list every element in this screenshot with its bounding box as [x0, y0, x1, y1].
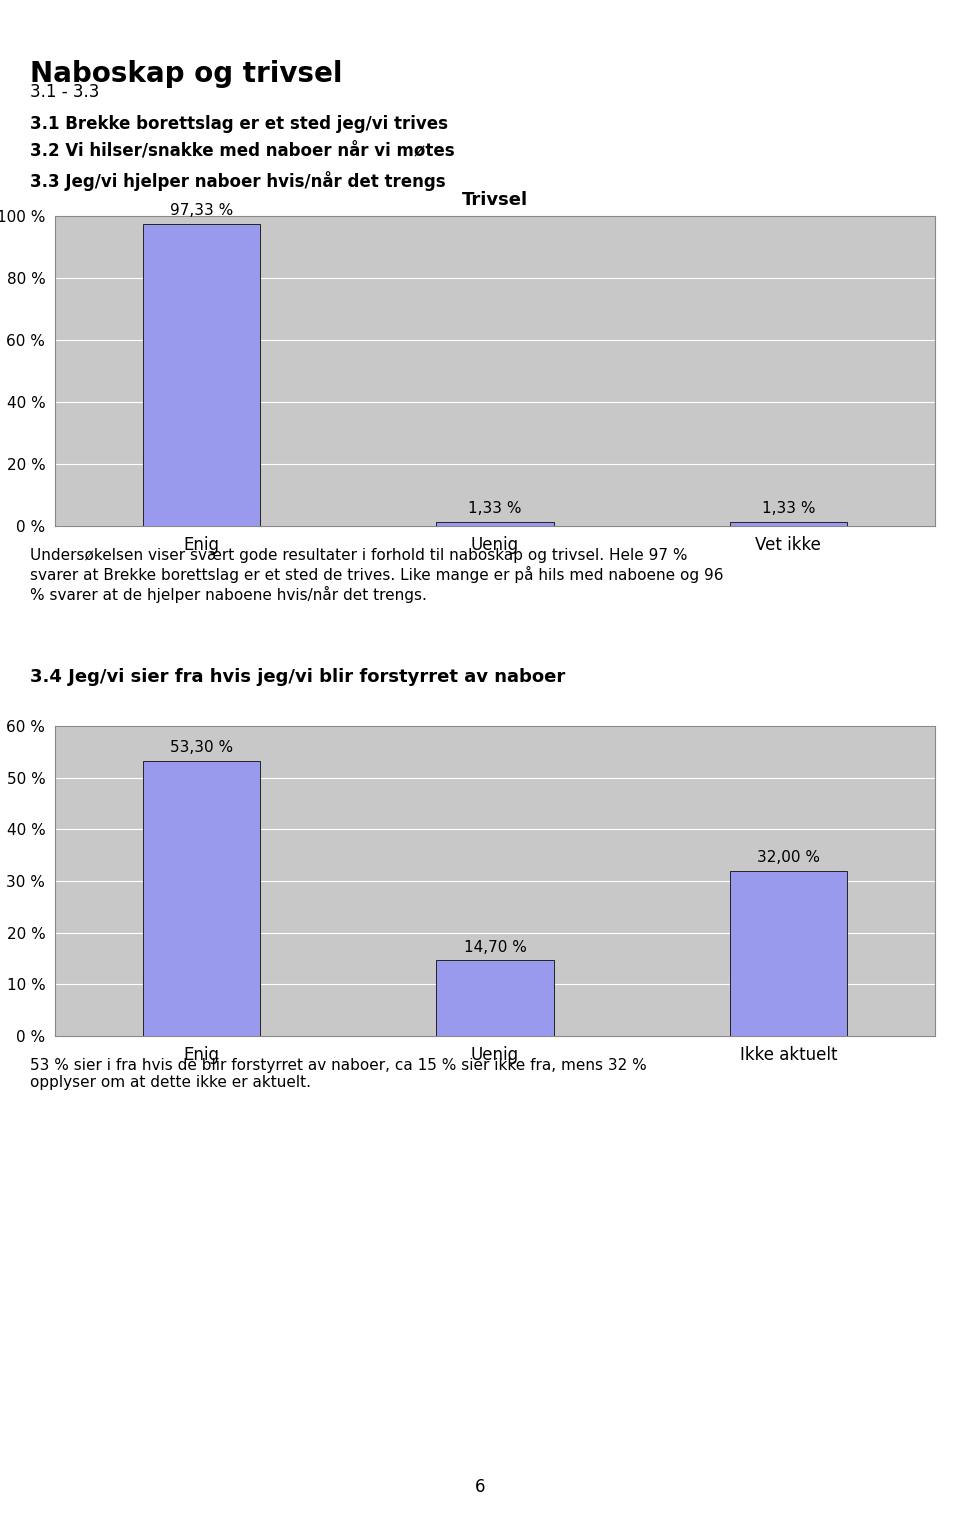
- Text: Naboskap og trivsel: Naboskap og trivsel: [30, 59, 343, 88]
- Text: 32,00 %: 32,00 %: [756, 851, 820, 866]
- Bar: [437, 961, 554, 1035]
- Text: 3.3 Jeg/vi hjelper naboer hvis/når det trengs: 3.3 Jeg/vi hjelper naboer hvis/når det t…: [30, 171, 445, 191]
- Text: 1,33 %: 1,33 %: [761, 500, 815, 515]
- Bar: [143, 224, 260, 526]
- Bar: [437, 522, 554, 526]
- Text: 14,70 %: 14,70 %: [464, 939, 526, 955]
- Title: Trivsel: Trivsel: [462, 191, 528, 209]
- Text: 3.1 Brekke borettslag er et sted jeg/vi trives: 3.1 Brekke borettslag er et sted jeg/vi …: [30, 114, 448, 133]
- Text: 3.2 Vi hilser/snakke med naboer når vi møtes: 3.2 Vi hilser/snakke med naboer når vi m…: [30, 143, 455, 162]
- Text: 3.1 - 3.3: 3.1 - 3.3: [30, 82, 100, 101]
- Text: 6: 6: [475, 1478, 485, 1496]
- Text: 3.4 Jeg/vi sier fra hvis jeg/vi blir forstyrret av naboer: 3.4 Jeg/vi sier fra hvis jeg/vi blir for…: [30, 668, 565, 686]
- Text: 53 % sier i fra hvis de blir forstyrret av naboer, ca 15 % sier ikke fra, mens 3: 53 % sier i fra hvis de blir forstyrret …: [30, 1058, 647, 1090]
- Bar: [143, 761, 260, 1035]
- Bar: [730, 522, 847, 526]
- Text: 53,30 %: 53,30 %: [170, 741, 233, 755]
- Text: 97,33 %: 97,33 %: [170, 203, 233, 218]
- Bar: [730, 871, 847, 1035]
- Text: Undersøkelsen viser svært gode resultater i forhold til naboskap og trivsel. Hel: Undersøkelsen viser svært gode resultate…: [30, 547, 724, 602]
- Text: 1,33 %: 1,33 %: [468, 500, 521, 515]
